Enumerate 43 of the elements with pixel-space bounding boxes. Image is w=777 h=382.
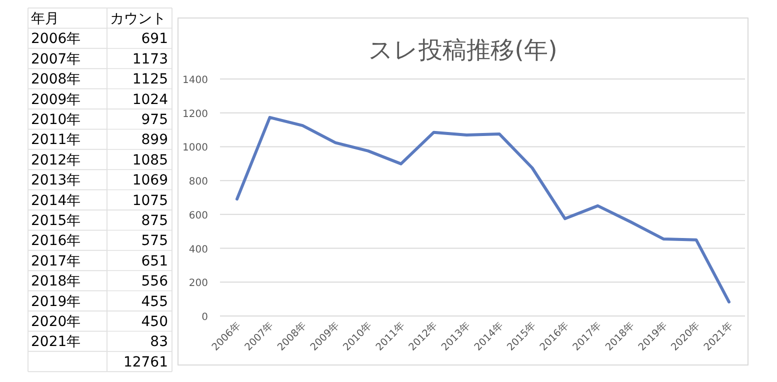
y-tick-label: 0 [202, 312, 208, 323]
chart-title: スレ投稿推移(年) [368, 36, 558, 64]
y-tick-label: 2012年 [31, 152, 81, 168]
x-tick-label: カウント [110, 11, 166, 27]
y-tick-label: 600 [188, 210, 208, 222]
y-tick-label: 2015年 [31, 213, 81, 229]
y-tick-label: 800 [188, 176, 208, 188]
data-label: 1125 [132, 72, 168, 88]
y-tick-label: 2006年 [31, 31, 81, 48]
data-label: 975 [141, 112, 168, 128]
y-tick-label: 1400 [182, 75, 208, 86]
data-label: 1173 [132, 51, 168, 68]
text: 年月 [31, 11, 59, 27]
data-label: 691 [141, 31, 168, 48]
data-label: 575 [141, 233, 168, 250]
data-label: 1075 [132, 192, 168, 209]
data-label: 1085 [132, 152, 168, 168]
y-tick-label: 2009年 [31, 92, 81, 108]
data-label: 83 [150, 334, 168, 350]
data-label: 651 [141, 253, 168, 270]
data-label: 875 [141, 213, 168, 229]
y-tick-label: 2013年 [31, 172, 81, 189]
y-tick-label: 2010年 [31, 112, 81, 128]
y-tick-label: 2017年 [31, 253, 81, 270]
data-label: 1024 [132, 92, 168, 108]
y-tick-label: 2014年 [31, 192, 81, 209]
y-tick-label: 2019年 [31, 294, 81, 310]
y-tick-label: 2008年 [31, 72, 81, 88]
data-label: 556 [141, 274, 168, 290]
y-tick-label: 1000 [182, 142, 208, 154]
annotation: 12761 [123, 354, 168, 370]
data-label: 899 [141, 132, 168, 148]
y-tick-label: 2007年 [31, 51, 81, 68]
y-tick-label: 2018年 [31, 274, 81, 290]
y-tick-label: 2016年 [31, 233, 81, 250]
line-series [236, 116, 730, 304]
y-tick-label: 1200 [182, 108, 208, 120]
data-label: 1069 [132, 172, 168, 189]
data-label: 455 [141, 294, 168, 310]
y-tick-label: 200 [188, 278, 208, 290]
data-label: 450 [141, 314, 168, 330]
y-tick-label: 400 [188, 244, 208, 256]
y-tick-label: 2011年 [31, 132, 81, 148]
